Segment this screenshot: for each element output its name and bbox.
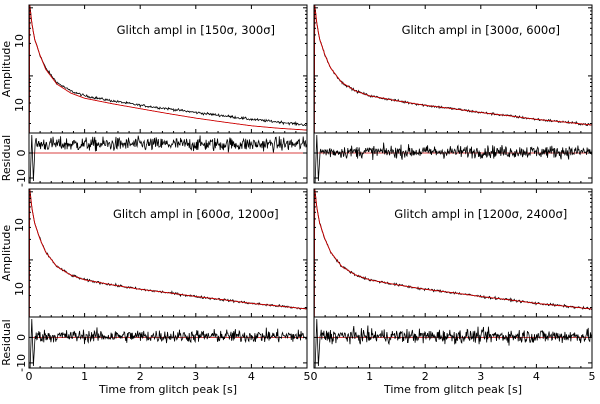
y-tick-label: 10 [13, 218, 26, 232]
x-tick-label: 0 [311, 370, 318, 383]
residual-line [29, 134, 308, 184]
series-line-fit [313, 4, 593, 134]
x-tick-label: 5 [304, 370, 311, 383]
x-tick-label: 0 [26, 370, 33, 383]
panel-title: Glitch ampl in [300σ, 600σ] [402, 23, 560, 37]
y-tick-label: 10 [13, 98, 26, 112]
x-tick-label: 3 [477, 370, 484, 383]
residual-axis-title: Residual [0, 319, 13, 365]
panel-4: Glitch ampl in [1200σ, 2400σ] 0 1 2 3 4 5 Time … [311, 188, 596, 396]
panel-title: Glitch ampl in [600σ, 1200σ] [113, 207, 279, 221]
residual-y-tick-label: -10 [15, 169, 28, 187]
amplitude-axis-title: Amplitude [0, 41, 13, 98]
residual-y-tick-label: -10 [15, 354, 28, 372]
series-line-data [28, 4, 308, 134]
residual-frame [313, 316, 593, 369]
panel-2: Glitch ampl in [300σ, 600σ] [313, 4, 593, 184]
x-axis-title: Time from glitch peak [s] [383, 383, 522, 396]
x-tick-label: 1 [81, 370, 88, 383]
residual-frame [28, 316, 308, 369]
x-tick-label: 2 [422, 370, 429, 383]
series-line-fit [28, 188, 308, 318]
series-line-data [313, 4, 593, 134]
y-tick-label: 10 [13, 34, 26, 48]
residual-y-tick-label: 0 [15, 334, 28, 341]
amplitude-axis-title: Amplitude [0, 225, 13, 282]
y-tick-label: 10 [13, 282, 26, 296]
panel-title: Glitch ampl in [1200σ, 2400σ] [394, 207, 567, 221]
x-tick-label: 5 [589, 370, 596, 383]
residual-line [29, 318, 308, 369]
x-axis-title: Time from glitch peak [s] [98, 383, 237, 396]
x-tick-label: 4 [533, 370, 540, 383]
series-line-fit [28, 4, 308, 134]
residual-y-tick-label: 0 [15, 150, 28, 157]
residual-axis-title: Residual [0, 135, 13, 181]
residual-frame [313, 132, 593, 184]
panel-title: Glitch ampl in [150σ, 300σ] [117, 23, 275, 37]
residual-line [314, 318, 593, 369]
series-line-fit [313, 188, 593, 318]
x-tick-label: 4 [248, 370, 255, 383]
x-tick-label: 1 [366, 370, 373, 383]
x-tick-label: 2 [137, 370, 144, 383]
x-tick-label: 3 [192, 370, 199, 383]
panel-1: 10 10 Glitch ampl in [150σ, 300σ] Amplitude… [0, 4, 308, 187]
residual-line [314, 134, 593, 184]
residual-frame [28, 132, 308, 184]
